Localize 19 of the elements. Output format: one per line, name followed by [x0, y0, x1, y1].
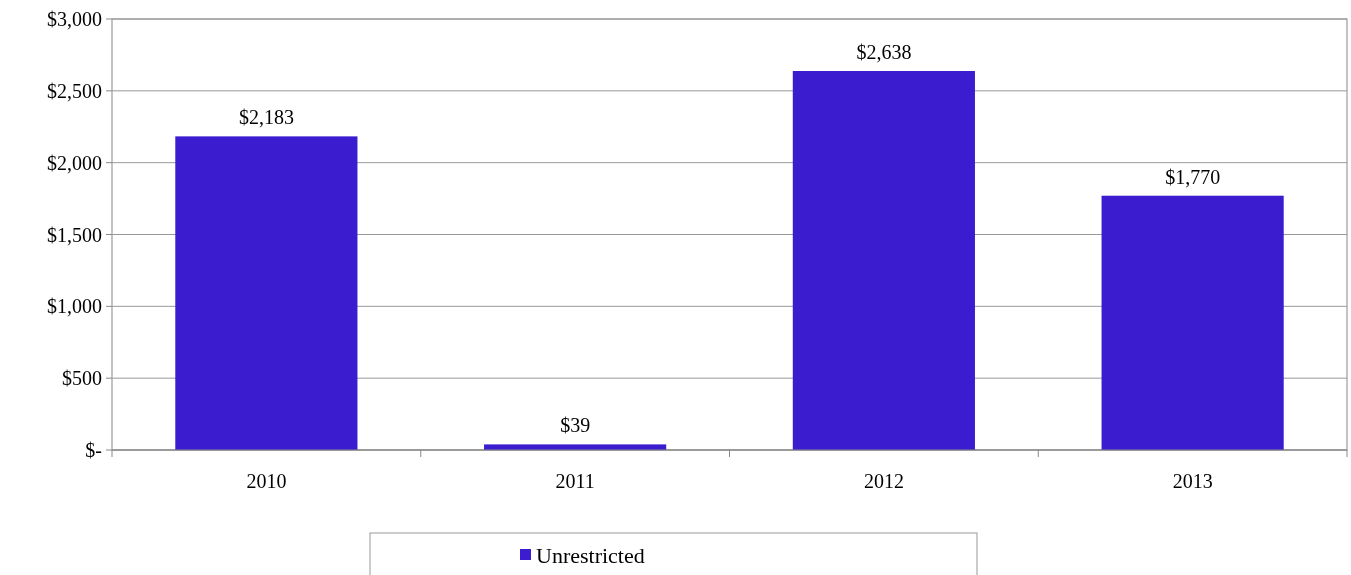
data-label: $39 [560, 414, 591, 437]
x-tick-label: 2011 [555, 470, 595, 492]
legend-label: Unrestricted [536, 542, 645, 568]
data-label: $2,183 [238, 106, 294, 129]
y-tick-label: $- [85, 439, 102, 461]
data-label: $1,770 [1165, 165, 1221, 188]
y-tick-label: $500 [62, 367, 102, 390]
y-tick-label: $2,000 [47, 151, 102, 174]
bar [175, 136, 358, 450]
bar [1101, 195, 1284, 450]
y-tick-label: $3,000 [47, 8, 102, 30]
bar [792, 71, 975, 450]
y-tick-label: $1,000 [47, 295, 102, 318]
x-tick-label: 2012 [863, 470, 904, 492]
x-tick-label: 2010 [246, 470, 287, 492]
x-tick-label: 2013 [1172, 470, 1213, 492]
y-tick-label: $2,500 [47, 79, 102, 102]
data-label: $2,638 [856, 41, 912, 64]
y-tick-label: $1,500 [47, 223, 102, 246]
